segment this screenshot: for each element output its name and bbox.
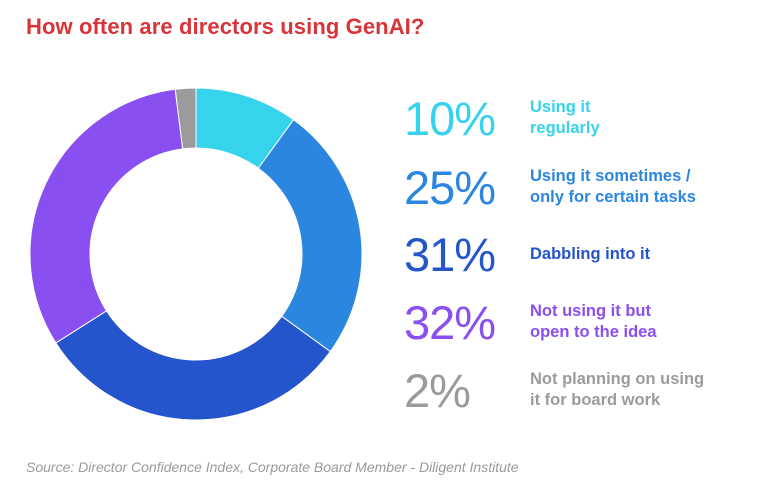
value-label-regularly: 10% xyxy=(404,91,496,145)
legend-row-dabbling: 31% Dabbling into it xyxy=(404,224,740,284)
legend-row-not-planning: 2% Not planning on using it for board wo… xyxy=(404,360,740,420)
donut-slice-open xyxy=(29,88,184,344)
legend-row-sometimes: 25% Using it sometimes / only for certai… xyxy=(404,157,740,217)
legend-row-open: 32% Not using it but open to the idea xyxy=(404,292,740,352)
value-label-sometimes: 25% xyxy=(404,160,496,214)
value-label-dabbling: 31% xyxy=(404,227,496,281)
legend-label-open: Not using it but open to the idea xyxy=(530,302,657,341)
value-label-not-planning: 2% xyxy=(404,363,471,417)
donut-slice-sometimes xyxy=(257,119,363,353)
value-label-open: 32% xyxy=(404,295,496,349)
chart-title: How often are directors using GenAI? xyxy=(26,14,425,39)
legend-label-not-planning: Not planning on using it for board work xyxy=(530,370,705,409)
legend-label-sometimes: Using it sometimes / only for certain ta… xyxy=(530,167,696,206)
legend-row-regularly: 10% Using it regularly xyxy=(404,88,740,148)
donut-slice-not-planning xyxy=(174,87,197,150)
source-note: Source: Director Confidence Index, Corpo… xyxy=(26,459,519,475)
donut-slice-dabbling xyxy=(55,310,331,421)
legend: 10% Using it regularly 25% Using it some… xyxy=(404,0,768,440)
legend-label-regularly: Using it regularly xyxy=(530,98,600,137)
legend-label-dabbling: Dabbling into it xyxy=(530,244,651,263)
